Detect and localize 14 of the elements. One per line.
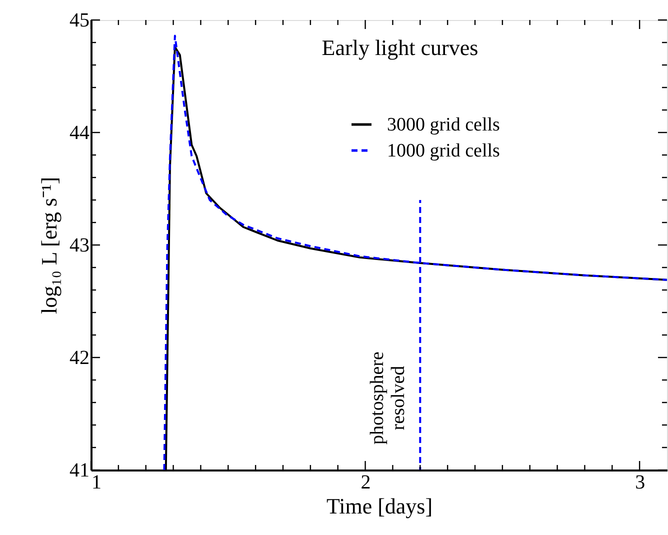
y-tick-label: 43 [70, 234, 90, 256]
x-tick-label: 3 [635, 472, 646, 494]
y-tick-label: 44 [70, 122, 90, 144]
legend-label: 3000 grid cells [387, 114, 500, 136]
y-tick-label: 45 [70, 10, 90, 32]
x-axis-title: Time [days] [326, 494, 433, 518]
x-tick-label: 2 [360, 472, 371, 494]
legend-label: 1000 grid cells [387, 140, 500, 162]
text: Early light curves [322, 35, 478, 60]
x-tick-label: 1 [92, 472, 102, 494]
y-tick-label: 42 [70, 347, 90, 369]
annotation: photosphere resolved [367, 352, 409, 444]
y-axis-title: log₁₀ L [erg s⁻¹] [36, 176, 62, 314]
y-tick-label: 41 [70, 460, 90, 482]
